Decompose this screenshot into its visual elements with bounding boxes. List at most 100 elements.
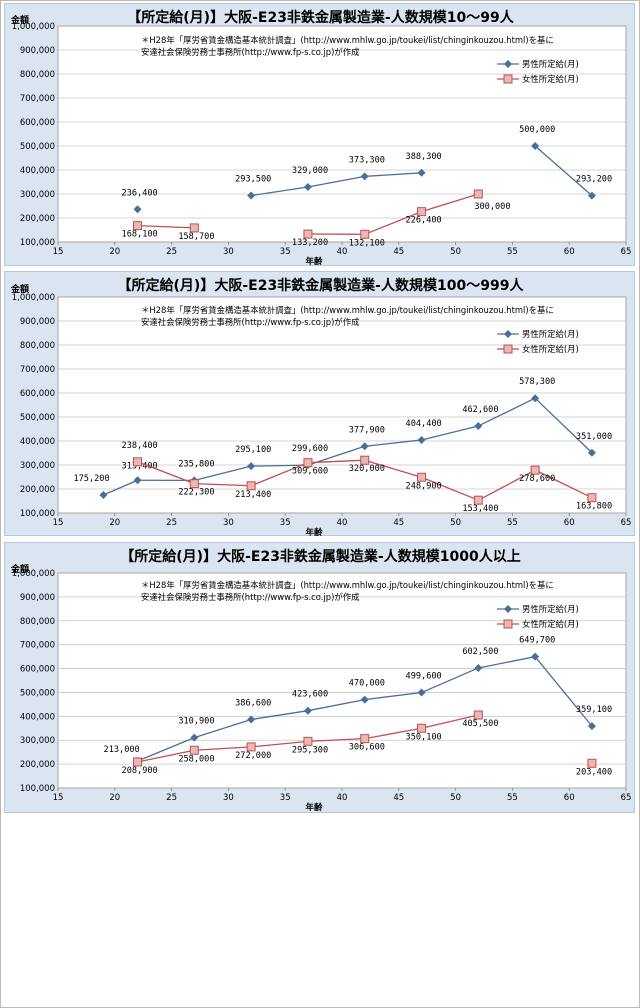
y-tick-label: 500,000 [20,142,55,152]
female-data-point [473,495,483,505]
male-series-line [534,656,593,727]
female-data-label: 226,400 [406,216,442,226]
x-tick-label: 45 [393,793,404,803]
female-data-label: 158,700 [178,232,214,242]
male-data-label: 404,400 [406,419,442,429]
female-data-point [303,458,313,468]
legend-item-male: 男性所定給(月) [497,601,579,616]
male-data-label: 351,000 [576,432,612,442]
female-data-point [360,455,370,465]
male-data-point [360,695,369,704]
female-data-label: 153,400 [462,504,498,514]
female-data-point [473,710,483,720]
male-data-point [531,394,540,403]
x-tick-label: 30 [223,793,234,803]
y-axis-label: 金額 [11,16,30,26]
x-tick-label: 25 [166,793,177,803]
female-data-point [246,742,256,752]
female-data-label: 405,500 [462,719,498,729]
x-tick-label: 35 [280,793,291,803]
female-data-point [133,757,143,767]
legend: 男性所定給(月) 女性所定給(月) [497,601,579,631]
female-data-label: 132,100 [349,238,385,248]
female-data-label: 272,000 [235,751,271,761]
x-tick-label: 45 [393,518,404,528]
female-data-point [417,207,427,217]
y-tick-label: 800,000 [20,341,55,351]
y-tick-label: 900,000 [20,593,55,603]
y-tick-label: 400,000 [20,437,55,447]
male-data-point [133,205,142,214]
plot-area [57,296,627,514]
female-data-label: 208,900 [122,766,158,776]
x-tick-label: 60 [564,518,575,528]
male-data-point [247,462,256,471]
x-tick-label: 30 [223,247,234,257]
y-tick-label: 700,000 [20,94,55,104]
x-tick-label: 55 [507,518,518,528]
legend-label-male: 男性所定給(月) [522,58,579,69]
male-series-line [534,145,593,197]
female-data-point [303,736,313,746]
male-data-point [587,722,596,731]
x-tick-label: 50 [450,793,461,803]
male-data-point [133,476,142,485]
y-tick-label: 400,000 [20,712,55,722]
female-series-line [194,746,252,751]
female-data-label: 213,400 [235,490,271,500]
x-tick-label: 50 [450,518,461,528]
x-tick-label: 20 [109,518,120,528]
male-data-label: 499,600 [406,672,442,682]
male-data-point [247,715,256,724]
x-tick-label: 45 [393,247,404,257]
legend: 男性所定給(月) 女性所定給(月) [497,326,579,356]
female-series-line [421,476,479,501]
female-data-label: 295,300 [292,745,328,755]
x-tick-label: 65 [621,518,632,528]
male-data-label: 386,600 [235,699,271,709]
female-data-label: 320,000 [349,464,385,474]
female-data-point [189,479,199,489]
female-data-point [246,481,256,491]
legend-item-female: 女性所定給(月) [497,341,579,356]
x-tick-label: 30 [223,518,234,528]
source-note-line2: 安達社会保険労務士事務所(http://www.fp-s.co.jp)が作成 [141,592,360,602]
x-tick-label: 60 [564,793,575,803]
male-data-point [417,435,426,444]
male-data-label: 470,000 [349,679,385,689]
male-data-point [417,688,426,697]
chart-title: 【所定給(月)】大阪-E23非鉄金属製造業-人数規模10～99人 [127,10,514,26]
y-tick-label: 800,000 [20,617,55,627]
female-data-label: 238,400 [122,441,158,451]
source-note-line1: ＊H28年「厚労省賃金構造基本統計調査」(http://www.mhlw.go.… [141,580,554,590]
female-data-point [587,493,597,503]
male-series-line [251,464,308,467]
plot-area [57,25,627,243]
x-tick-label: 25 [166,518,177,528]
y-tick-label: 700,000 [20,641,55,651]
female-series-line [250,462,309,487]
x-tick-label: 35 [280,518,291,528]
female-data-label: 168,100 [122,230,158,240]
male-series-line [251,710,309,721]
legend-label-female: 女性所定給(月) [522,343,579,354]
legend-label-male: 男性所定給(月) [522,603,579,614]
female-series-line [194,482,252,487]
legend-item-male: 男性所定給(月) [497,56,579,71]
male-data-point [303,706,312,715]
y-tick-label: 500,000 [20,413,55,423]
male-series-line [478,397,536,427]
y-tick-label: 900,000 [20,317,55,327]
x-tick-label: 40 [337,247,348,257]
female-data-point [417,472,427,482]
female-data-label: 300,000 [474,202,510,212]
female-series-line [364,459,422,478]
male-data-point [303,183,312,192]
female-series-line [137,749,195,763]
female-data-point [360,734,370,744]
male-series-line [364,439,422,447]
legend-item-female: 女性所定給(月) [497,71,579,86]
male-data-label: 388,300 [406,152,442,162]
source-note-line1: ＊H28年「厚労省賃金構造基本統計調査」(http://www.mhlw.go.… [141,35,554,45]
female-series-line [534,469,593,499]
